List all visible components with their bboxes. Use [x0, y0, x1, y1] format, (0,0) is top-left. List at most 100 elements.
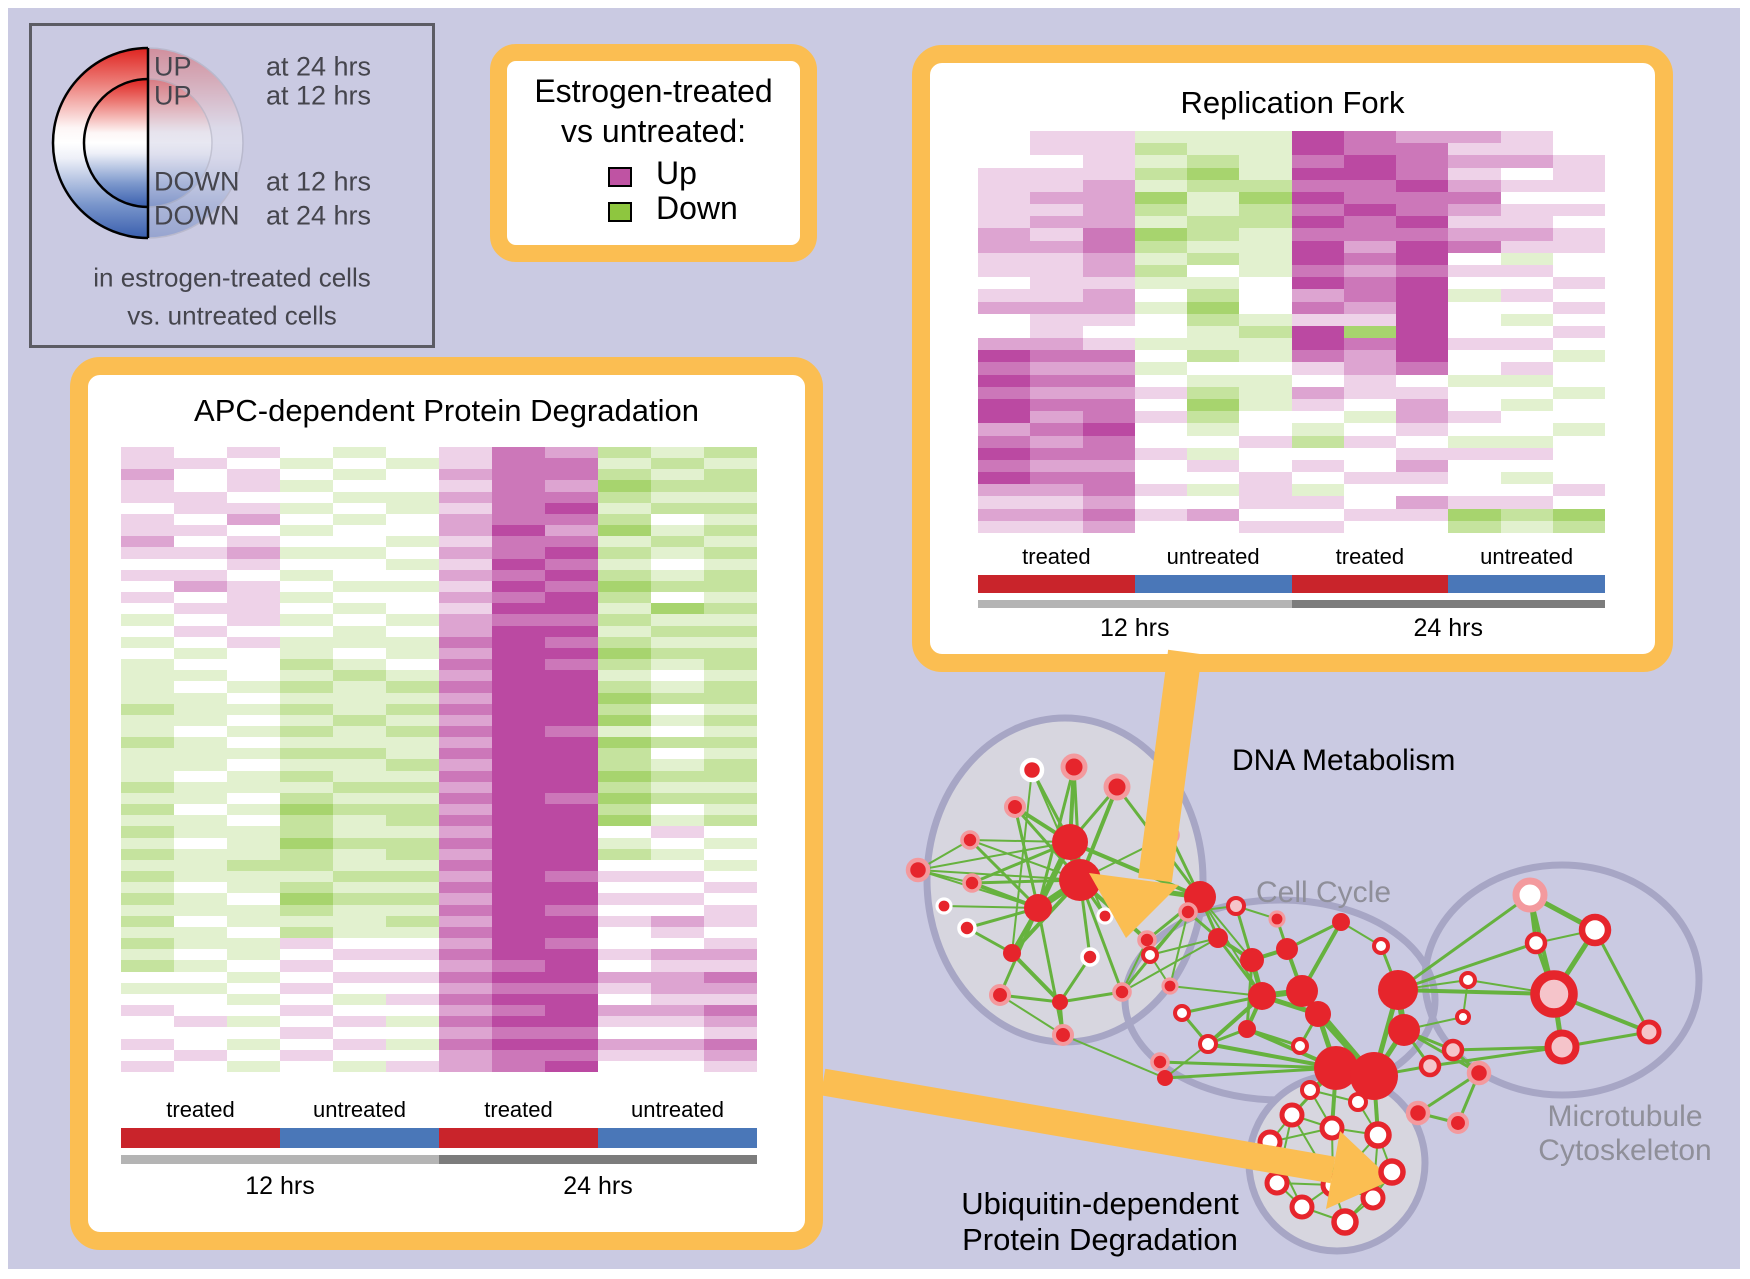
heatmap-cell — [1134, 508, 1187, 521]
apc-heatmap — [121, 447, 757, 1072]
heatmap-cell — [227, 714, 280, 727]
heatmap-cell — [386, 837, 439, 849]
heatmap-cell — [492, 882, 545, 894]
heatmap-cell — [978, 191, 1031, 205]
heatmap-cell — [386, 681, 439, 693]
heatmap-cell — [598, 848, 651, 860]
heatmap-cell — [227, 938, 280, 950]
heatmap-cell — [280, 993, 333, 1006]
heatmap-cell — [386, 614, 439, 626]
heatmap-cell — [121, 837, 174, 849]
heatmap-cell — [1448, 411, 1501, 424]
heatmap-cell — [121, 536, 174, 548]
heatmap-cell — [704, 971, 757, 983]
rf-24hrs-label: 24 hrs — [1413, 614, 1483, 642]
heatmap-cell — [1396, 459, 1449, 473]
heatmap-cell — [1082, 362, 1135, 375]
heatmap-cell — [978, 338, 1031, 351]
heatmap-cell — [227, 1049, 280, 1061]
heatmap-cell — [1552, 325, 1605, 339]
heatmap-cell — [978, 435, 1031, 448]
heatmap-cell — [704, 714, 757, 727]
ring-legend-down-12: DOWN — [154, 166, 240, 197]
heatmap-cell — [492, 737, 545, 749]
heatmap-cell — [651, 1016, 704, 1028]
rf-group-untreated-12: untreated — [1166, 544, 1260, 569]
heatmap-cell — [439, 792, 492, 805]
heatmap-cell — [704, 692, 757, 704]
heatmap-cell — [439, 859, 492, 872]
heatmap-cell — [704, 893, 757, 905]
heatmap-cell — [704, 960, 757, 972]
heatmap-cell — [545, 1038, 598, 1050]
heatmap-cell — [1343, 143, 1396, 156]
heatmap-cell — [386, 726, 439, 738]
heatmap-cell — [1291, 423, 1344, 436]
heatmap-cell — [1187, 386, 1240, 399]
heatmap-cell — [174, 1016, 227, 1028]
replication-fork-panel: Replication Fork treated untreated treat… — [912, 45, 1673, 672]
heatmap-cell — [386, 670, 439, 682]
heatmap-cell — [651, 759, 704, 771]
heatmap-cell — [598, 647, 651, 660]
heatmap-cell — [439, 670, 492, 682]
heatmap-cell — [121, 871, 174, 883]
heatmap-cell — [545, 1016, 598, 1028]
heatmap-cell — [1291, 240, 1344, 253]
heatmap-cell — [1500, 484, 1553, 497]
ring-legend-time-24b: at 24 hrs — [265, 200, 371, 231]
heatmap-cell — [1500, 191, 1553, 205]
heatmap-cell — [598, 748, 651, 760]
heatmap-cell — [439, 882, 492, 894]
heatmap-cell — [1239, 508, 1292, 521]
heatmap-cell — [333, 1005, 386, 1017]
heatmap-cell — [333, 614, 386, 626]
heatmap-cell — [1134, 252, 1187, 265]
heatmap-cell — [545, 659, 598, 671]
heatmap-cell — [1082, 277, 1135, 290]
heatmap-cell — [598, 915, 651, 927]
heatmap-cell — [1291, 216, 1344, 229]
heatmap-cell — [280, 938, 333, 950]
heatmap-cell — [1030, 447, 1083, 460]
heatmap-cell — [1552, 179, 1605, 192]
heatmap-cell — [1343, 472, 1396, 485]
heatmap-cell — [121, 670, 174, 682]
heatmap-cell — [174, 569, 227, 581]
heatmap-cell — [1239, 204, 1292, 217]
heatmap-cell — [704, 904, 757, 916]
heatmap-cell — [492, 748, 545, 760]
heatmap-cell — [227, 726, 280, 738]
heatmap-cell — [492, 960, 545, 972]
heatmap-cell — [1030, 484, 1083, 497]
heatmap-cell — [545, 949, 598, 961]
heatmap-cell — [545, 547, 598, 559]
heatmap-cell — [1082, 484, 1135, 497]
heatmap-cell — [1030, 398, 1083, 412]
heatmap-cell — [1030, 350, 1083, 363]
heatmap-cell — [545, 748, 598, 760]
heatmap-cell — [1030, 216, 1083, 229]
heatmap-cell — [1500, 374, 1553, 387]
heatmap-cell — [227, 1016, 280, 1028]
heatmap-cell — [174, 1005, 227, 1017]
heatmap-cell — [280, 659, 333, 671]
heatmap-cell — [439, 770, 492, 782]
heatmap-cell — [386, 558, 439, 570]
heatmap-cell — [386, 826, 439, 838]
heatmap-cell — [1500, 240, 1553, 253]
heatmap-cell — [1500, 520, 1553, 533]
heatmap-cell — [1500, 264, 1553, 278]
heatmap-cell — [1448, 484, 1501, 497]
heatmap-cell — [1552, 143, 1605, 156]
heatmap-cell — [492, 580, 545, 593]
heatmap-cell — [386, 714, 439, 727]
heatmap-cell — [1187, 398, 1240, 412]
heatmap-cell — [280, 580, 333, 593]
heatmap-cell — [439, 469, 492, 481]
heatmap-cell — [492, 915, 545, 927]
heatmap-cell — [174, 614, 227, 626]
heatmap-cell — [121, 904, 174, 916]
heatmap-cell — [280, 1016, 333, 1028]
